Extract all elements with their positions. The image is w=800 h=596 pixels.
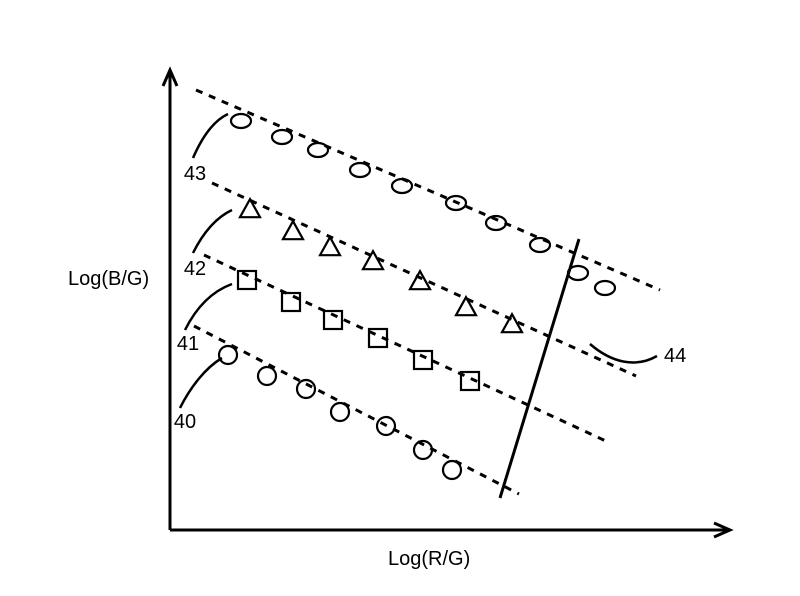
data-point [414,351,432,369]
line-44: 44 [500,239,686,498]
data-point [231,114,251,128]
callout-curve [180,358,222,408]
fit-line [194,326,519,494]
figure-wrap: { "canvas": { "w": 800, "h": 596 }, "plo… [0,0,800,596]
data-point [410,271,430,289]
data-point [308,143,328,157]
data-point [331,403,349,421]
series-label: 44 [664,345,686,367]
data-point [320,237,340,255]
callout-curve [185,284,232,330]
series-41: 41 [177,255,608,442]
data-point [272,130,292,144]
data-point [456,297,476,315]
data-point [258,367,276,385]
series-label: 41 [177,333,199,355]
fit-line [204,255,608,442]
scatter-chart: 43 42 41 40 44 [0,0,800,596]
series-40: 40 [174,326,519,494]
data-point [297,380,315,398]
series-43: 43 [184,90,660,295]
data-point [530,238,550,252]
data-point [392,179,412,193]
data-point [595,281,615,295]
series-label: 40 [174,411,196,433]
callout-curve [193,114,228,158]
solid-line [500,239,579,498]
series-label: 43 [184,163,206,185]
y-axis-label: Log(B/G) [68,268,149,291]
data-point [350,163,370,177]
callout-curve [193,210,232,253]
data-point [219,346,237,364]
data-point [282,293,300,311]
data-point [443,461,461,479]
x-axis-label: Log(R/G) [388,548,470,571]
fit-line [196,90,660,290]
series-label: 42 [184,258,206,280]
data-point [283,221,303,239]
